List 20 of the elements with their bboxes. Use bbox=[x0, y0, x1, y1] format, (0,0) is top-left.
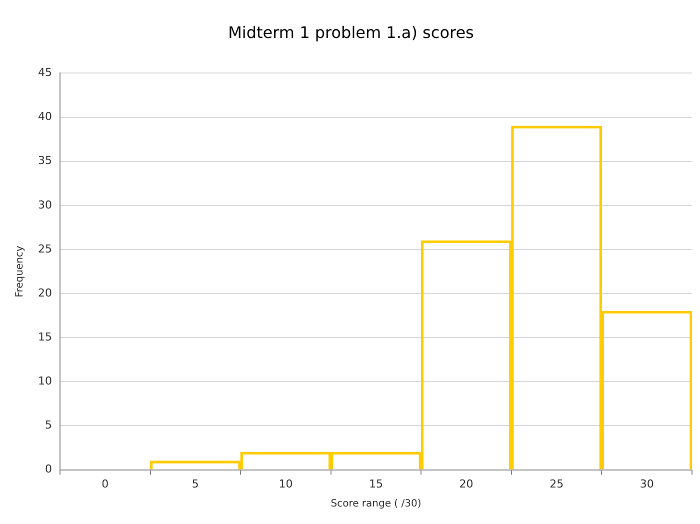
y-tick-label: 10 bbox=[38, 374, 52, 388]
y-axis-title: Frequency bbox=[14, 246, 26, 298]
chart-title: Midterm 1 problem 1.a) scores bbox=[228, 22, 474, 42]
y-tick-label: 15 bbox=[38, 330, 52, 344]
x-tick-label: 15 bbox=[369, 477, 383, 490]
y-tick-label: 5 bbox=[44, 418, 52, 432]
y-tick-label: 40 bbox=[38, 110, 52, 124]
y-tick-label: 45 bbox=[38, 66, 52, 80]
x-tick-label: 30 bbox=[640, 477, 654, 490]
y-tick-label: 20 bbox=[38, 286, 52, 300]
x-tick-label: 10 bbox=[278, 477, 293, 490]
y-tick-label: 0 bbox=[44, 462, 52, 476]
x-tick-label: 25 bbox=[550, 477, 564, 490]
y-tick-label: 35 bbox=[38, 154, 52, 168]
x-axis-title: Score range ( /30) bbox=[330, 498, 422, 510]
x-tick-label: 5 bbox=[192, 477, 199, 490]
x-tick-label: 0 bbox=[102, 477, 109, 490]
y-tick-label: 30 bbox=[38, 198, 52, 212]
x-tick-label: 20 bbox=[459, 477, 474, 490]
y-tick-label: 25 bbox=[38, 242, 52, 256]
